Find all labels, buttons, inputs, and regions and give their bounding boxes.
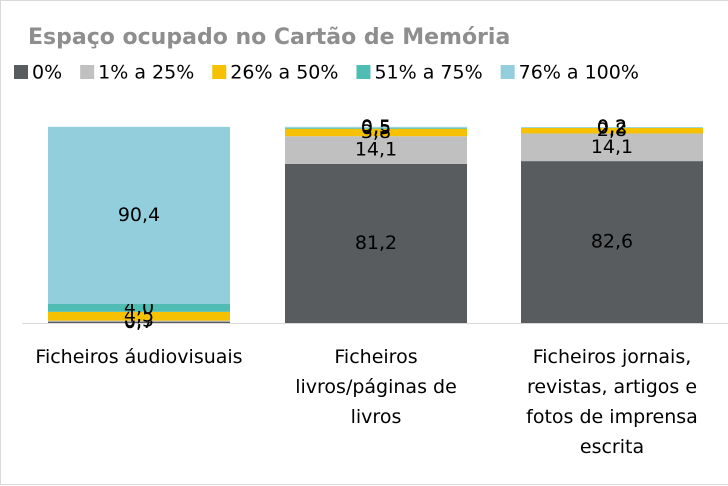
bar-segment (521, 127, 703, 134)
legend-swatch (80, 65, 95, 79)
legend-label: 0% (32, 62, 62, 84)
data-label: 0,5 (361, 116, 391, 138)
legend-swatch (500, 65, 515, 79)
data-label: 82,6 (591, 231, 633, 253)
legend-swatch (14, 65, 28, 79)
bar-segment (48, 320, 230, 322)
x-tick-label: Ficheiros áudiovisuais (35, 346, 243, 368)
bar-segment (48, 303, 230, 312)
chart-title: Espaço ocupado no Cartão de Memória (28, 25, 510, 50)
data-label: 0,2 (597, 116, 627, 138)
bar-segment (48, 311, 230, 321)
bar-segment (48, 126, 230, 304)
bar-segment (521, 161, 703, 323)
data-label: 81,2 (355, 232, 397, 254)
legend-label: 1% a 25% (98, 62, 194, 84)
legend-swatch (212, 65, 227, 79)
data-label: 2,8 (597, 119, 627, 141)
legend-label: 26% a 50% (230, 62, 338, 84)
legend-label: 51% a 75% (374, 62, 482, 84)
bar-segment (285, 127, 467, 129)
x-tick-label: Ficheiros jornais, revistas, artigos e f… (526, 346, 698, 458)
bar-segment (521, 133, 703, 162)
data-label: 14,1 (355, 139, 397, 161)
bar-segment (285, 128, 467, 137)
x-tick-label: Ficheiros livros/páginas de livros (295, 346, 457, 428)
data-label: 3,8 (361, 121, 391, 143)
bar-segment (48, 321, 230, 323)
legend-label: 76% a 100% (519, 62, 639, 84)
bar-segment (285, 163, 467, 323)
bar-segment (285, 126, 467, 128)
bar-segment (285, 136, 467, 164)
data-label: 90,4 (118, 204, 160, 226)
data-label: 14,1 (591, 136, 633, 158)
legend-swatch (356, 65, 371, 79)
